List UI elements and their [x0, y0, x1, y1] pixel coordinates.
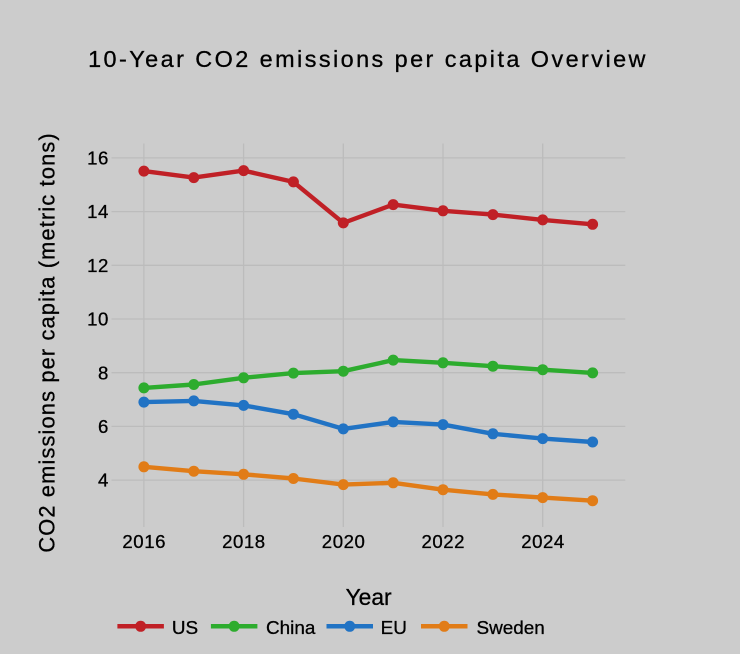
- svg-text:6: 6: [98, 416, 109, 437]
- svg-text:14: 14: [87, 201, 109, 222]
- svg-text:2016: 2016: [122, 531, 166, 552]
- svg-text:US: US: [172, 618, 198, 639]
- svg-text:EU: EU: [381, 618, 407, 639]
- svg-text:CO2 emissions per capita (metr: CO2 emissions per capita (metric tons): [35, 132, 60, 552]
- svg-text:2022: 2022: [422, 531, 466, 552]
- svg-text:10-Year CO2 emissions per capi: 10-Year CO2 emissions per capita Overvie…: [88, 46, 648, 72]
- svg-text:16: 16: [87, 148, 109, 169]
- svg-text:10: 10: [87, 309, 109, 330]
- svg-text:China: China: [266, 618, 316, 639]
- svg-text:4: 4: [98, 470, 109, 491]
- svg-text:8: 8: [98, 362, 109, 383]
- svg-text:2018: 2018: [222, 531, 266, 552]
- svg-text:2020: 2020: [322, 531, 366, 552]
- svg-text:Year: Year: [346, 584, 392, 610]
- svg-text:Sweden: Sweden: [477, 618, 545, 639]
- svg-text:12: 12: [87, 255, 109, 276]
- svg-text:2024: 2024: [521, 531, 565, 552]
